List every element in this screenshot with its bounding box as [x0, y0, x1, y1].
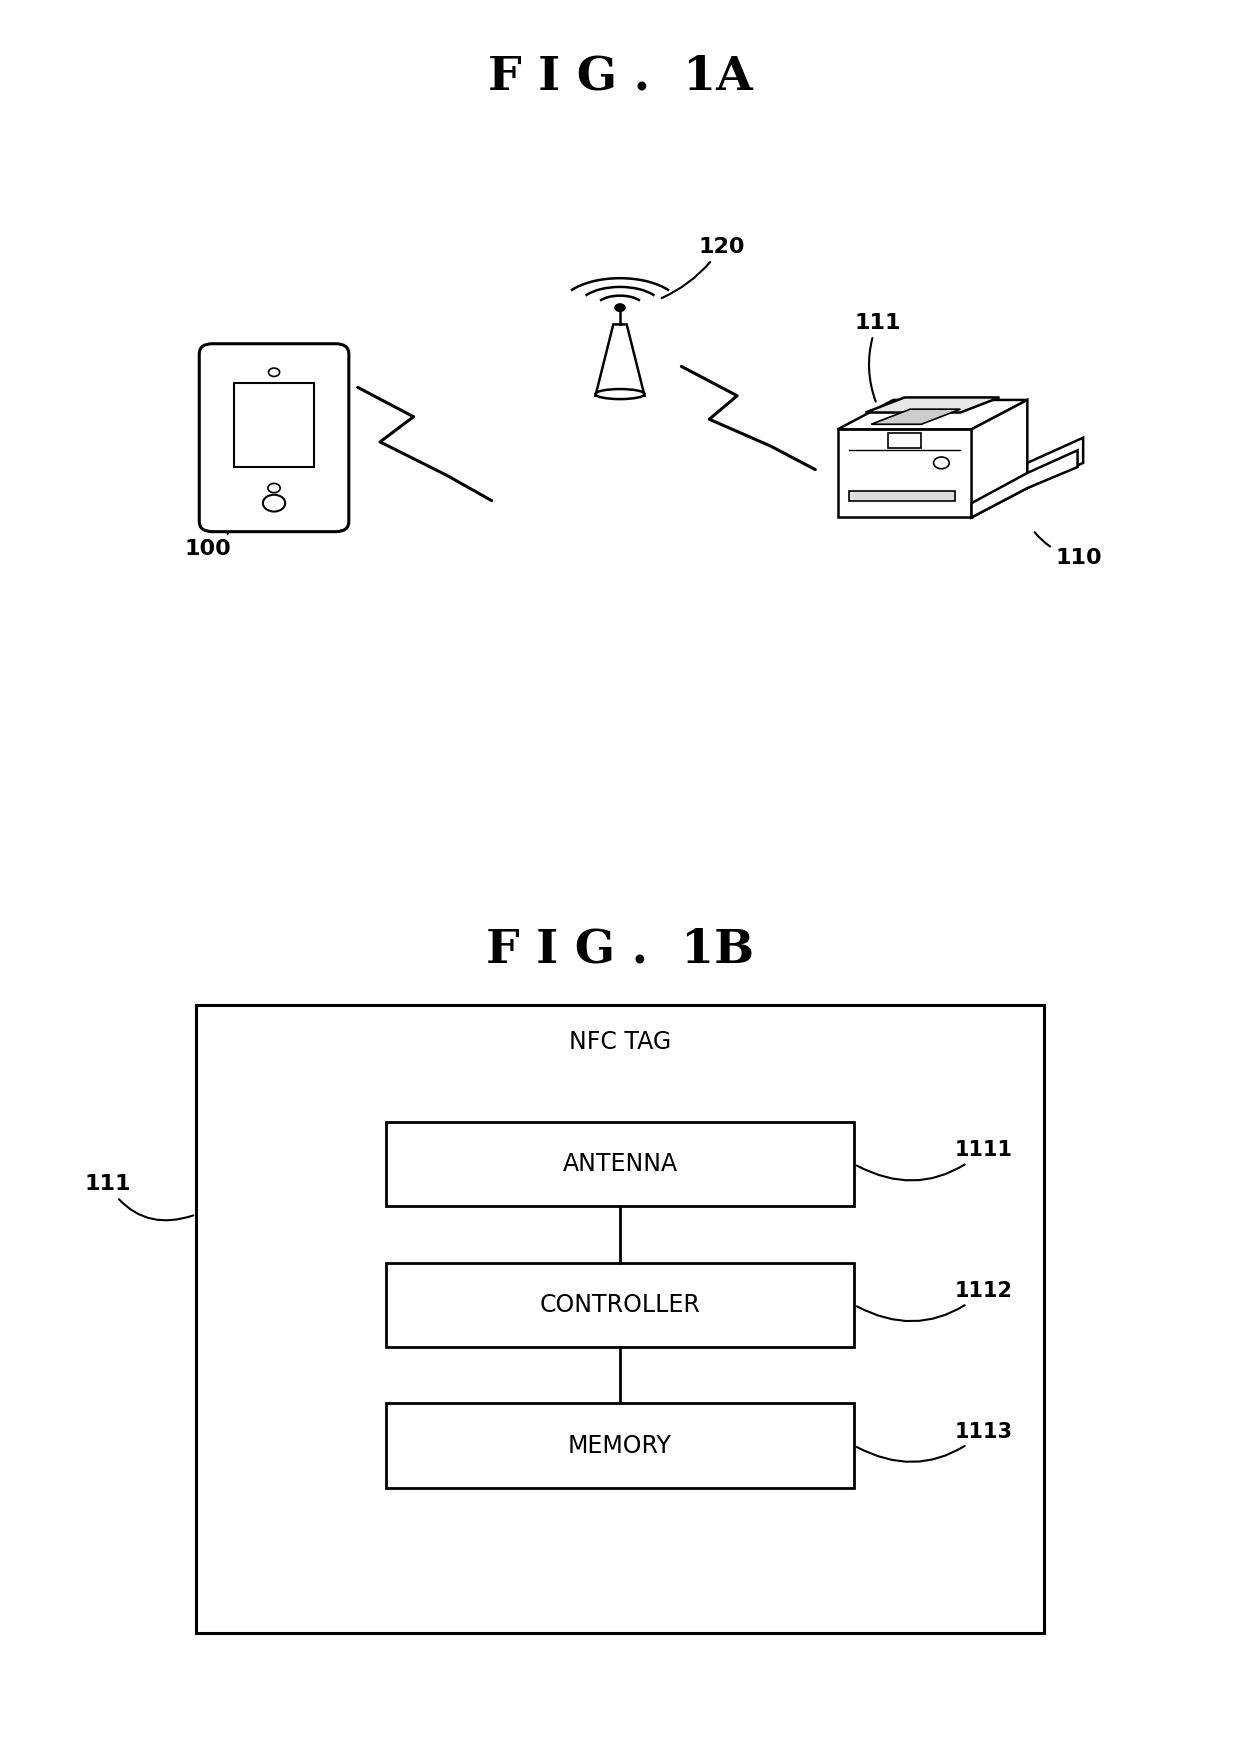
Ellipse shape	[595, 390, 645, 399]
Text: 1112: 1112	[857, 1281, 1013, 1321]
Polygon shape	[870, 409, 961, 425]
Polygon shape	[972, 400, 1028, 517]
Text: MEMORY: MEMORY	[568, 1433, 672, 1458]
Text: 1113: 1113	[857, 1421, 1013, 1461]
Text: 110: 110	[1034, 531, 1102, 568]
Polygon shape	[972, 451, 1078, 517]
Text: 1111: 1111	[857, 1140, 1013, 1180]
Bar	[386, 1404, 854, 1488]
Polygon shape	[866, 397, 999, 413]
Bar	[849, 491, 955, 500]
Text: 111: 111	[854, 313, 900, 402]
Text: F I G .  1A: F I G . 1A	[487, 54, 753, 100]
Polygon shape	[838, 430, 972, 517]
Text: ANTENNA: ANTENNA	[563, 1152, 677, 1176]
Text: 111: 111	[84, 1175, 193, 1220]
Polygon shape	[595, 325, 645, 395]
Text: 120: 120	[662, 238, 745, 299]
Polygon shape	[1028, 437, 1084, 488]
Bar	[386, 1262, 854, 1348]
Bar	[196, 1005, 1044, 1633]
FancyBboxPatch shape	[200, 344, 348, 531]
Text: NFC TAG: NFC TAG	[569, 1030, 671, 1054]
Bar	[888, 434, 921, 447]
Text: 100: 100	[185, 533, 232, 559]
Bar	[386, 1122, 854, 1206]
Circle shape	[615, 304, 625, 311]
Text: F I G .  1B: F I G . 1B	[486, 926, 754, 972]
Text: CONTROLLER: CONTROLLER	[539, 1294, 701, 1316]
Bar	[234, 383, 314, 467]
Polygon shape	[838, 400, 1028, 430]
